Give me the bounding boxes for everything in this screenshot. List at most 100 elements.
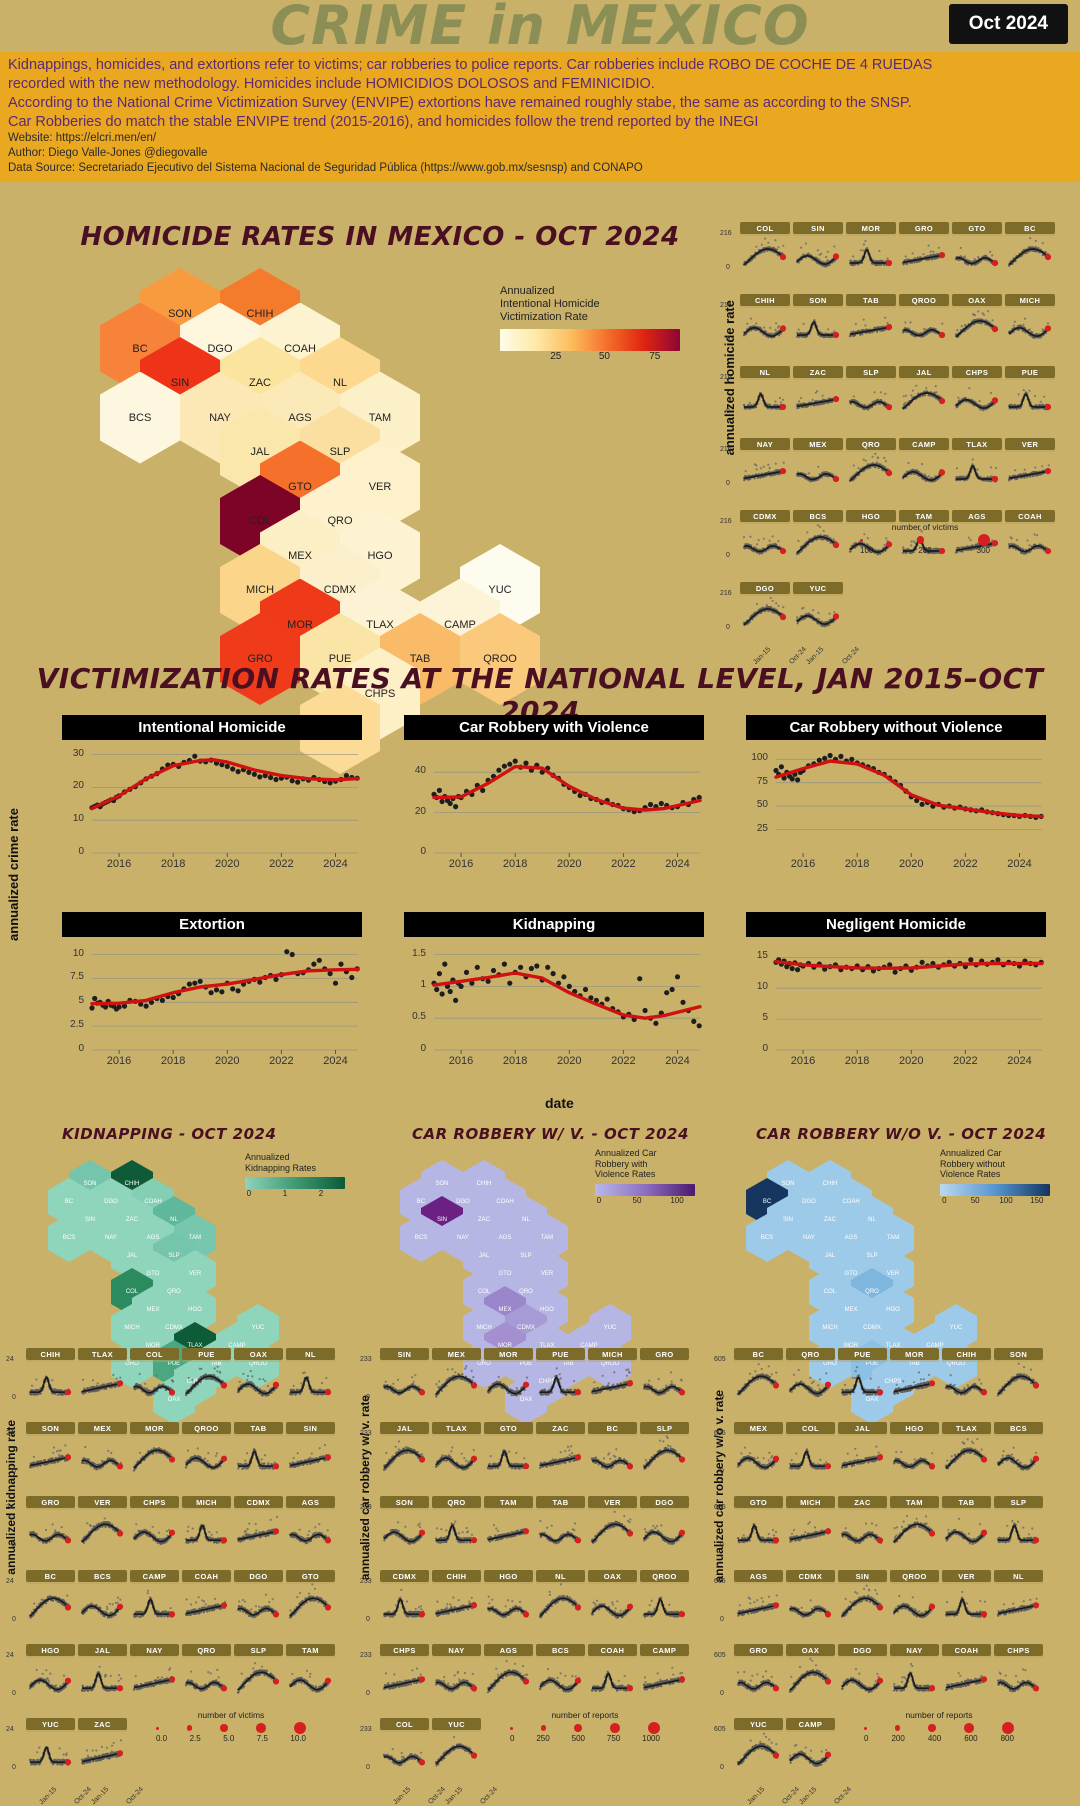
facet-ags[interactable]: AGS (734, 1570, 783, 1626)
facet-oax[interactable]: OAX (952, 294, 1002, 346)
facet-tam[interactable]: TAM (484, 1496, 533, 1552)
facet-jal[interactable]: JAL (899, 366, 949, 418)
facet-coah[interactable]: COAH (1005, 510, 1055, 562)
facet-oax[interactable]: OAX (234, 1348, 283, 1404)
facet-qro[interactable]: QRO (182, 1644, 231, 1700)
facet-yuc[interactable]: YUC (734, 1718, 783, 1774)
facet-cdmx[interactable]: CDMX (740, 510, 790, 562)
facet-zac[interactable]: ZAC (536, 1422, 585, 1478)
facet-cdmx[interactable]: CDMX (380, 1570, 429, 1626)
facet-qro[interactable]: QRO (432, 1496, 481, 1552)
facet-tab[interactable]: TAB (234, 1422, 283, 1478)
facet-bcs[interactable]: BCS (536, 1644, 585, 1700)
facet-tlax[interactable]: TLAX (78, 1348, 127, 1404)
facet-tlax[interactable]: TLAX (942, 1422, 991, 1478)
facet-son[interactable]: SON (793, 294, 843, 346)
facet-gro[interactable]: GRO (899, 222, 949, 274)
facet-hgo[interactable]: HGO (484, 1570, 533, 1626)
facet-mex[interactable]: MEX (78, 1422, 127, 1478)
facet-mor[interactable]: MOR (846, 222, 896, 274)
facet-ver[interactable]: VER (942, 1570, 991, 1626)
facet-ags[interactable]: AGS (484, 1644, 533, 1700)
facet-yuc[interactable]: YUC (793, 582, 843, 634)
facet-hgo[interactable]: HGO (890, 1422, 939, 1478)
facet-jal[interactable]: JAL (78, 1644, 127, 1700)
facet-camp[interactable]: CAMP (786, 1718, 835, 1774)
facet-zac[interactable]: ZAC (793, 366, 843, 418)
facet-nl[interactable]: NL (286, 1348, 335, 1404)
facet-hgo[interactable]: HGO (26, 1644, 75, 1700)
facet-camp[interactable]: CAMP (130, 1570, 179, 1626)
facet-gto[interactable]: GTO (952, 222, 1002, 274)
facet-chps[interactable]: CHPS (130, 1496, 179, 1552)
facet-gro[interactable]: GRO (640, 1348, 689, 1404)
facet-mor[interactable]: MOR (484, 1348, 533, 1404)
facet-bcs[interactable]: BCS (994, 1422, 1043, 1478)
facet-gro[interactable]: GRO (734, 1644, 783, 1700)
facet-yuc[interactable]: YUC (26, 1718, 75, 1774)
facet-tlax[interactable]: TLAX (952, 438, 1002, 490)
facet-nay[interactable]: NAY (740, 438, 790, 490)
facet-chps[interactable]: CHPS (994, 1644, 1043, 1700)
facet-qroo[interactable]: QROO (890, 1570, 939, 1626)
facet-col[interactable]: COL (740, 222, 790, 274)
facet-mor[interactable]: MOR (890, 1348, 939, 1404)
facet-tab[interactable]: TAB (846, 294, 896, 346)
facet-qro[interactable]: QRO (786, 1348, 835, 1404)
facet-sin[interactable]: SIN (838, 1570, 887, 1626)
website-line[interactable]: Website: https://elcri.men/en/ (8, 131, 1072, 146)
facet-nl[interactable]: NL (536, 1570, 585, 1626)
facet-sin[interactable]: SIN (286, 1422, 335, 1478)
facet-jal[interactable]: JAL (838, 1422, 887, 1478)
facet-slp[interactable]: SLP (234, 1644, 283, 1700)
facet-chih[interactable]: CHIH (26, 1348, 75, 1404)
facet-bc[interactable]: BC (588, 1422, 637, 1478)
facet-gto[interactable]: GTO (286, 1570, 335, 1626)
facet-zac[interactable]: ZAC (78, 1718, 127, 1774)
facet-oax[interactable]: OAX (786, 1644, 835, 1700)
facet-chps[interactable]: CHPS (380, 1644, 429, 1700)
facet-nay[interactable]: NAY (130, 1644, 179, 1700)
facet-sin[interactable]: SIN (380, 1348, 429, 1404)
facet-slp[interactable]: SLP (846, 366, 896, 418)
facet-mor[interactable]: MOR (130, 1422, 179, 1478)
facet-nl[interactable]: NL (740, 366, 790, 418)
facet-coah[interactable]: COAH (942, 1644, 991, 1700)
facet-mex[interactable]: MEX (432, 1348, 481, 1404)
facet-bcs[interactable]: BCS (793, 510, 843, 562)
facet-dgo[interactable]: DGO (234, 1570, 283, 1626)
facet-camp[interactable]: CAMP (899, 438, 949, 490)
facet-gto[interactable]: GTO (484, 1422, 533, 1478)
facet-chih[interactable]: CHIH (942, 1348, 991, 1404)
facet-yuc[interactable]: YUC (432, 1718, 481, 1774)
facet-col[interactable]: COL (130, 1348, 179, 1404)
facet-qroo[interactable]: QROO (182, 1422, 231, 1478)
facet-chih[interactable]: CHIH (740, 294, 790, 346)
facet-slp[interactable]: SLP (994, 1496, 1043, 1552)
facet-oax[interactable]: OAX (588, 1570, 637, 1626)
facet-son[interactable]: SON (380, 1496, 429, 1552)
facet-dgo[interactable]: DGO (640, 1496, 689, 1552)
facet-bc[interactable]: BC (734, 1348, 783, 1404)
facet-col[interactable]: COL (786, 1422, 835, 1478)
facet-mich[interactable]: MICH (182, 1496, 231, 1552)
facet-pue[interactable]: PUE (536, 1348, 585, 1404)
facet-gro[interactable]: GRO (26, 1496, 75, 1552)
facet-nay[interactable]: NAY (890, 1644, 939, 1700)
facet-mich[interactable]: MICH (1005, 294, 1055, 346)
facet-ver[interactable]: VER (1005, 438, 1055, 490)
facet-mich[interactable]: MICH (588, 1348, 637, 1404)
facet-tam[interactable]: TAM (286, 1644, 335, 1700)
facet-qroo[interactable]: QROO (640, 1570, 689, 1626)
facet-qroo[interactable]: QROO (899, 294, 949, 346)
facet-slp[interactable]: SLP (640, 1422, 689, 1478)
facet-sin[interactable]: SIN (793, 222, 843, 274)
facet-zac[interactable]: ZAC (838, 1496, 887, 1552)
facet-camp[interactable]: CAMP (640, 1644, 689, 1700)
